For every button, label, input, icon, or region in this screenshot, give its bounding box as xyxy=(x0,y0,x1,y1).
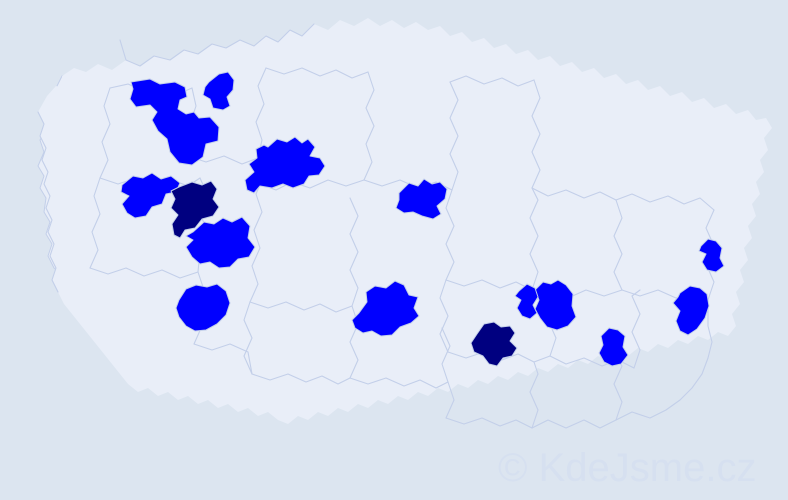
highlighted-district-plzen-jih[interactable] xyxy=(185,216,256,269)
highlighted-district-pisek[interactable] xyxy=(175,283,231,332)
district-outline-bohemia[interactable] xyxy=(38,18,772,424)
highlighted-district-litomerice[interactable] xyxy=(202,71,235,111)
highlighted-district-zlin[interactable] xyxy=(598,327,629,367)
district-layer-outlines xyxy=(38,18,772,424)
highlighted-district-pardubice[interactable] xyxy=(395,178,448,220)
highlighted-district-chomutov[interactable] xyxy=(129,78,220,166)
highlighted-district-prostejov[interactable] xyxy=(514,283,539,320)
highlighted-district-praha[interactable] xyxy=(244,136,326,194)
highlighted-district-plzen-mesto[interactable] xyxy=(170,180,220,239)
watermark: © KdeJsme.cz xyxy=(498,446,757,490)
highlighted-districts xyxy=(120,71,725,367)
highlighted-district-brno-mesto[interactable] xyxy=(470,321,518,367)
highlighted-district-rakovnik[interactable] xyxy=(120,172,181,219)
highlighted-district-frydek-mistek[interactable] xyxy=(672,285,710,336)
highlighted-district-jesenik[interactable] xyxy=(698,238,725,273)
highlighted-district-zdar[interactable] xyxy=(351,280,420,337)
